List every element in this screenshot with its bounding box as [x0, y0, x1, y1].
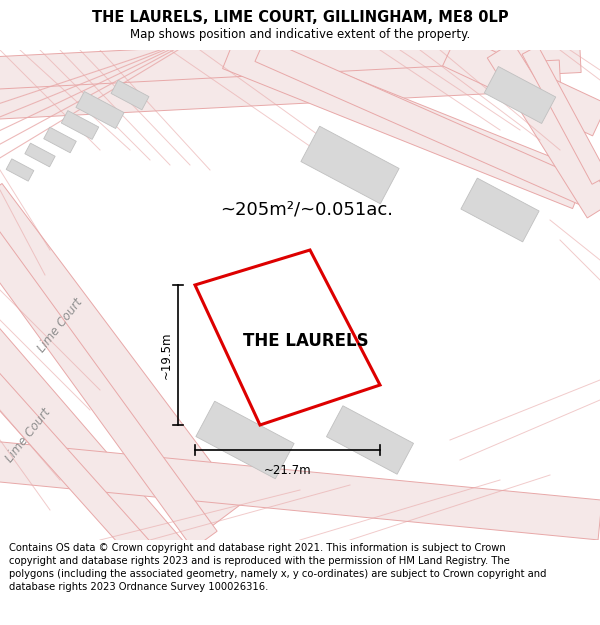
Polygon shape	[301, 126, 399, 204]
Polygon shape	[0, 184, 242, 536]
Polygon shape	[0, 60, 561, 120]
Polygon shape	[196, 401, 294, 479]
Polygon shape	[255, 39, 600, 211]
Text: Map shows position and indicative extent of the property.: Map shows position and indicative extent…	[130, 28, 470, 41]
Polygon shape	[76, 91, 124, 129]
Polygon shape	[195, 250, 380, 425]
Polygon shape	[61, 111, 99, 139]
Polygon shape	[6, 159, 34, 181]
Text: ~19.5m: ~19.5m	[160, 331, 173, 379]
Polygon shape	[461, 178, 539, 242]
Polygon shape	[0, 440, 600, 540]
Polygon shape	[443, 34, 600, 136]
Polygon shape	[44, 127, 76, 152]
Polygon shape	[484, 66, 556, 124]
Polygon shape	[0, 362, 160, 568]
Polygon shape	[111, 80, 149, 110]
Polygon shape	[0, 221, 217, 549]
Polygon shape	[0, 28, 581, 102]
Text: Contains OS data © Crown copyright and database right 2021. This information is : Contains OS data © Crown copyright and d…	[9, 542, 547, 592]
Text: THE LAURELS: THE LAURELS	[244, 332, 369, 350]
Polygon shape	[25, 143, 55, 167]
Polygon shape	[0, 325, 187, 575]
Polygon shape	[223, 31, 587, 209]
Text: THE LAURELS, LIME COURT, GILLINGHAM, ME8 0LP: THE LAURELS, LIME COURT, GILLINGHAM, ME8…	[92, 10, 508, 25]
Polygon shape	[326, 406, 413, 474]
Text: Lime Court: Lime Court	[3, 406, 53, 464]
Polygon shape	[487, 42, 600, 218]
Text: Lime Court: Lime Court	[35, 296, 85, 354]
Text: ~205m²/~0.051ac.: ~205m²/~0.051ac.	[220, 201, 393, 219]
Polygon shape	[522, 46, 600, 184]
Text: ~21.7m: ~21.7m	[263, 464, 311, 477]
